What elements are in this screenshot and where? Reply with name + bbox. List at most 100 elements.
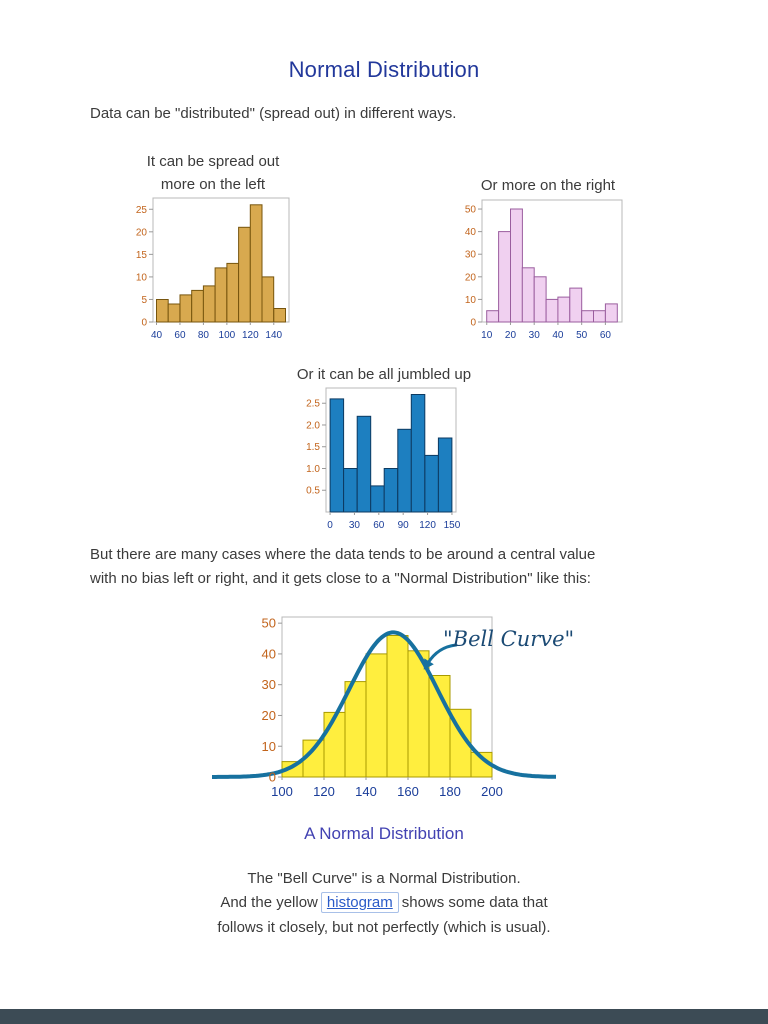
histogram-bar xyxy=(179,294,193,323)
bell-curve-label: "Bell Curve" xyxy=(443,627,575,651)
x-tick-label: 160 xyxy=(397,784,419,799)
histogram-bar xyxy=(521,267,535,323)
histogram-bar xyxy=(498,231,511,323)
y-tick-label: 0 xyxy=(141,318,147,329)
histogram-bar xyxy=(370,485,385,513)
y-tick-label: 50 xyxy=(262,616,276,631)
histogram-bar xyxy=(386,635,409,778)
y-tick-label: 40 xyxy=(262,647,276,662)
x-tick-label: 120 xyxy=(313,784,335,799)
histogram-bar xyxy=(410,394,426,513)
histogram-bar xyxy=(593,310,606,323)
normal-distribution-chart: 100 120 140 160 180 200 0 10 20 30 40 50 xyxy=(212,605,556,805)
right-skew-plot: 10 20 30 40 50 60 0 10 20 30 40 50 xyxy=(465,199,623,341)
histogram-bar xyxy=(344,681,367,778)
histogram-bar xyxy=(437,437,453,513)
histogram-bar xyxy=(545,298,559,323)
y-tick-label: 0 xyxy=(269,770,276,785)
x-tick-label: 60 xyxy=(373,520,385,531)
left-chart-caption-line2: more on the left xyxy=(160,176,266,193)
histogram-link[interactable]: histogram xyxy=(320,892,399,913)
x-tick-label: 60 xyxy=(600,330,612,341)
histogram-bar xyxy=(569,287,583,323)
x-tick-label: 140 xyxy=(265,330,282,341)
normal-plot: 100 120 140 160 180 200 0 10 20 30 40 50 xyxy=(212,616,556,799)
histogram-bar xyxy=(202,285,216,323)
histogram-bar xyxy=(343,468,358,513)
x-tick-label: 200 xyxy=(481,784,503,799)
central-line1: But there are many cases where the data … xyxy=(90,546,596,563)
histogram-bar xyxy=(167,303,181,323)
histogram-bar xyxy=(249,204,263,323)
x-tick-label: 30 xyxy=(349,520,361,531)
right-skew-histogram: 10 20 30 40 50 60 0 10 20 30 40 50 xyxy=(452,194,636,346)
viewer-bottom-bar xyxy=(0,1009,768,1024)
left-skew-histogram: 40 60 80 100 120 140 0 5 10 15 20 25 xyxy=(121,192,301,346)
central-value-text: But there are many cases where the data … xyxy=(90,543,595,591)
x-tick-label: 100 xyxy=(271,784,293,799)
histogram-bar xyxy=(533,276,547,323)
x-tick-label: 120 xyxy=(242,330,259,341)
y-tick-label: 30 xyxy=(262,677,276,692)
y-tick-label: 20 xyxy=(465,272,477,283)
histogram-bar xyxy=(323,711,346,778)
y-tick-label: 5 xyxy=(141,295,147,306)
outro-line3: follows it closely, but not perfectly (w… xyxy=(217,919,551,936)
figure-caption: A Normal Distribution xyxy=(304,824,464,843)
x-tick-label: 120 xyxy=(419,520,436,531)
x-tick-label: 150 xyxy=(444,520,461,531)
histogram-bar xyxy=(261,276,275,323)
histogram-bar xyxy=(365,653,388,778)
y-tick-label: 0.5 xyxy=(306,486,320,497)
y-tick-label: 0 xyxy=(470,318,476,329)
histogram-bar xyxy=(424,454,439,513)
bell-curve-arrow xyxy=(426,643,458,665)
histogram-bar xyxy=(273,308,287,323)
y-tick-label: 30 xyxy=(465,250,477,261)
histogram-bar xyxy=(510,208,523,323)
y-tick-label: 50 xyxy=(465,205,477,216)
y-tick-label: 1.5 xyxy=(306,442,320,453)
histogram-bar xyxy=(238,226,251,323)
x-tick-label: 140 xyxy=(355,784,377,799)
histogram-bar xyxy=(214,267,228,323)
y-tick-label: 10 xyxy=(136,272,148,283)
outro-line2-post: shows some data that xyxy=(401,894,548,911)
histogram-bar xyxy=(191,289,204,323)
intro-text: Data can be "distributed" (spread out) i… xyxy=(90,105,457,122)
histogram-bar xyxy=(397,428,412,513)
y-tick-label: 20 xyxy=(262,708,276,723)
histogram-bar xyxy=(226,262,240,323)
x-tick-label: 90 xyxy=(398,520,410,531)
jumbled-histogram: 0 30 60 90 120 150 0.5 1.0 1.5 2.0 2.5 xyxy=(290,382,466,536)
x-tick-label: 40 xyxy=(151,330,163,341)
histogram-bar xyxy=(156,299,169,323)
arrow-head xyxy=(423,658,434,670)
x-tick-label: 60 xyxy=(174,330,186,341)
outro-line2: And the yellow histogram shows some data t… xyxy=(0,892,768,913)
x-tick-label: 50 xyxy=(576,330,588,341)
right-chart-caption: Or more on the right xyxy=(480,177,616,194)
x-tick-label: 20 xyxy=(505,330,517,341)
y-tick-label: 2.5 xyxy=(306,399,320,410)
y-tick-label: 1.0 xyxy=(306,464,320,475)
outro-line2-pre: And the yellow xyxy=(220,894,318,911)
jumbled-chart-caption: Or it can be all jumbled up xyxy=(296,366,472,383)
central-line2: with no bias left or right, and it gets … xyxy=(90,570,591,587)
page-title: Normal Distribution xyxy=(288,57,480,82)
x-tick-label: 100 xyxy=(219,330,236,341)
x-tick-label: 80 xyxy=(198,330,210,341)
histogram-bar xyxy=(356,415,372,513)
left-chart-caption: It can be spread out more on the left xyxy=(103,150,323,196)
y-tick-label: 15 xyxy=(136,250,148,261)
x-tick-label: 30 xyxy=(529,330,541,341)
x-tick-label: 180 xyxy=(439,784,461,799)
histogram-bar xyxy=(581,310,595,323)
x-tick-label: 40 xyxy=(552,330,564,341)
histogram-bar xyxy=(329,398,345,513)
x-tick-label: 0 xyxy=(327,520,333,531)
outro-line1: The "Bell Curve" is a Normal Distributio… xyxy=(247,870,521,887)
y-tick-label: 10 xyxy=(262,739,276,754)
y-tick-label: 40 xyxy=(465,227,477,238)
